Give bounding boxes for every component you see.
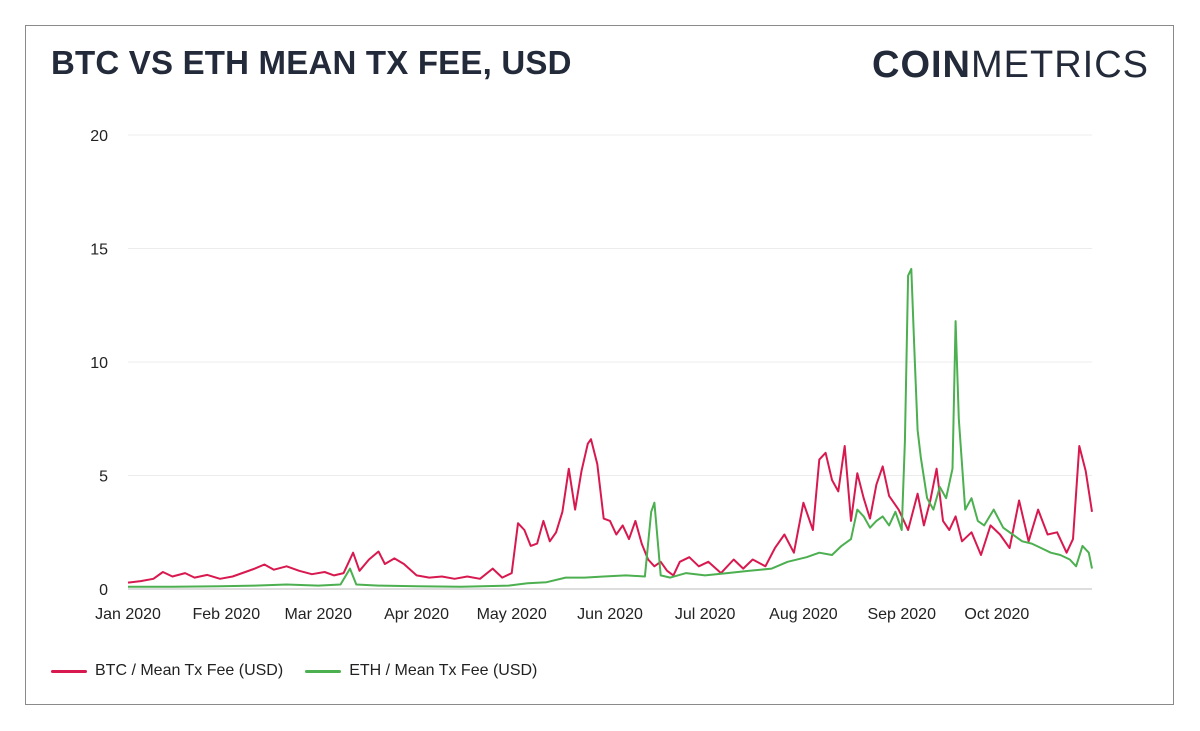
chart-frame: BTC VS ETH MEAN TX FEE, USD COINMETRICS … [25, 25, 1174, 705]
legend-item-eth[interactable]: ETH / Mean Tx Fee (USD) [305, 662, 537, 680]
legend-swatch-btc [51, 669, 87, 673]
x-tick-label: May 2020 [477, 606, 547, 623]
btc-series-line [127, 438, 1093, 584]
y-tick-label: 0 [99, 582, 108, 599]
coinmetrics-logo: COINMETRICS [872, 44, 1149, 87]
logo-light-text: METRICS [971, 44, 1149, 86]
x-tick-label: Jun 2020 [577, 606, 643, 623]
legend-label-eth: ETH / Mean Tx Fee (USD) [349, 662, 538, 679]
legend-label-btc: BTC / Mean Tx Fee (USD) [95, 662, 284, 679]
legend-item-btc[interactable]: BTC / Mean Tx Fee (USD) [51, 662, 283, 680]
x-tick-label: Aug 2020 [769, 606, 838, 623]
logo-bold-text: COIN [872, 44, 971, 86]
x-tick-label: Jul 2020 [675, 606, 736, 623]
y-tick-label: 5 [99, 469, 108, 486]
series-lines [127, 267, 1093, 588]
x-tick-label: Feb 2020 [192, 606, 260, 623]
y-tick-label: 10 [90, 355, 108, 372]
x-tick-label: Oct 2020 [964, 606, 1029, 623]
x-tick-label: Jan 2020 [95, 606, 161, 623]
x-tick-label: Apr 2020 [384, 606, 449, 623]
chart-legend: BTC / Mean Tx Fee (USD) ETH / Mean Tx Fe… [51, 662, 537, 680]
gridlines [128, 134, 1092, 476]
eth-series-line [128, 267, 1093, 588]
y-tick-label: 20 [90, 128, 108, 145]
y-axis-ticks: 0 5 10 15 20 [90, 128, 108, 599]
chart-title: BTC VS ETH MEAN TX FEE, USD [51, 44, 572, 81]
x-tick-label: Mar 2020 [284, 606, 352, 623]
legend-swatch-eth [305, 669, 342, 673]
x-axis-ticks: Jan 2020 Feb 2020 Mar 2020 Apr 2020 May 2020… [95, 606, 1029, 623]
x-tick-label: Sep 2020 [867, 606, 936, 623]
y-tick-label: 15 [90, 242, 108, 259]
